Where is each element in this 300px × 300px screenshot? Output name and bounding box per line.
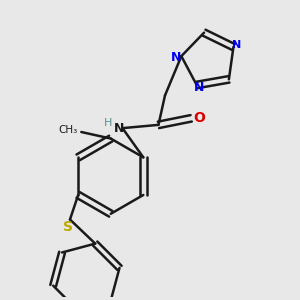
Text: N: N (171, 51, 182, 64)
Text: S: S (63, 220, 73, 234)
Text: H: H (103, 118, 112, 128)
Text: N: N (232, 40, 241, 50)
Text: O: O (194, 111, 205, 125)
Text: CH₃: CH₃ (59, 125, 78, 135)
Text: N: N (114, 122, 124, 135)
Text: N: N (194, 81, 205, 94)
